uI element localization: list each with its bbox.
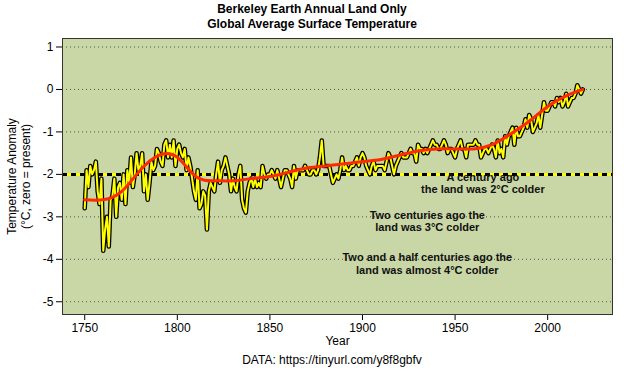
svg-text:-3: -3 [43,210,54,224]
svg-text:Temperature Anomaly(°C, zero =: Temperature Anomaly(°C, zero = present) [5,118,33,235]
svg-text:1850: 1850 [257,321,284,335]
html-text:DATA: https://tinyurl.com/y8f8: DATA: https://tinyurl.com/y8f8gbfv [242,353,422,367]
svg-text:-2: -2 [43,167,54,181]
svg-text:Two and a half centuries ago t: Two and a half centuries ago theland was… [342,251,512,276]
svg-text:1: 1 [47,40,54,54]
svg-text:-5: -5 [43,295,54,309]
svg-text:-4: -4 [43,252,54,266]
html-text:Global Average Surface Tempera: Global Average Surface Temperature [207,17,417,31]
svg-text:Year: Year [325,334,349,348]
svg-text:Two centuries ago theland was: Two centuries ago theland was 3°C colder [370,209,485,234]
svg-text:1950: 1950 [442,321,469,335]
svg-text:-1: -1 [43,125,54,139]
svg-text:1900: 1900 [349,321,376,335]
svg-text:2000: 2000 [534,321,561,335]
svg-text:1750: 1750 [71,321,98,335]
svg-text:1800: 1800 [164,321,191,335]
svg-text:A century agothe land was 2°C: A century agothe land was 2°C colder [421,171,545,196]
html-text:Berkeley Earth Annual Land Onl: Berkeley Earth Annual Land Only [217,2,407,16]
svg-text:0: 0 [47,82,54,96]
